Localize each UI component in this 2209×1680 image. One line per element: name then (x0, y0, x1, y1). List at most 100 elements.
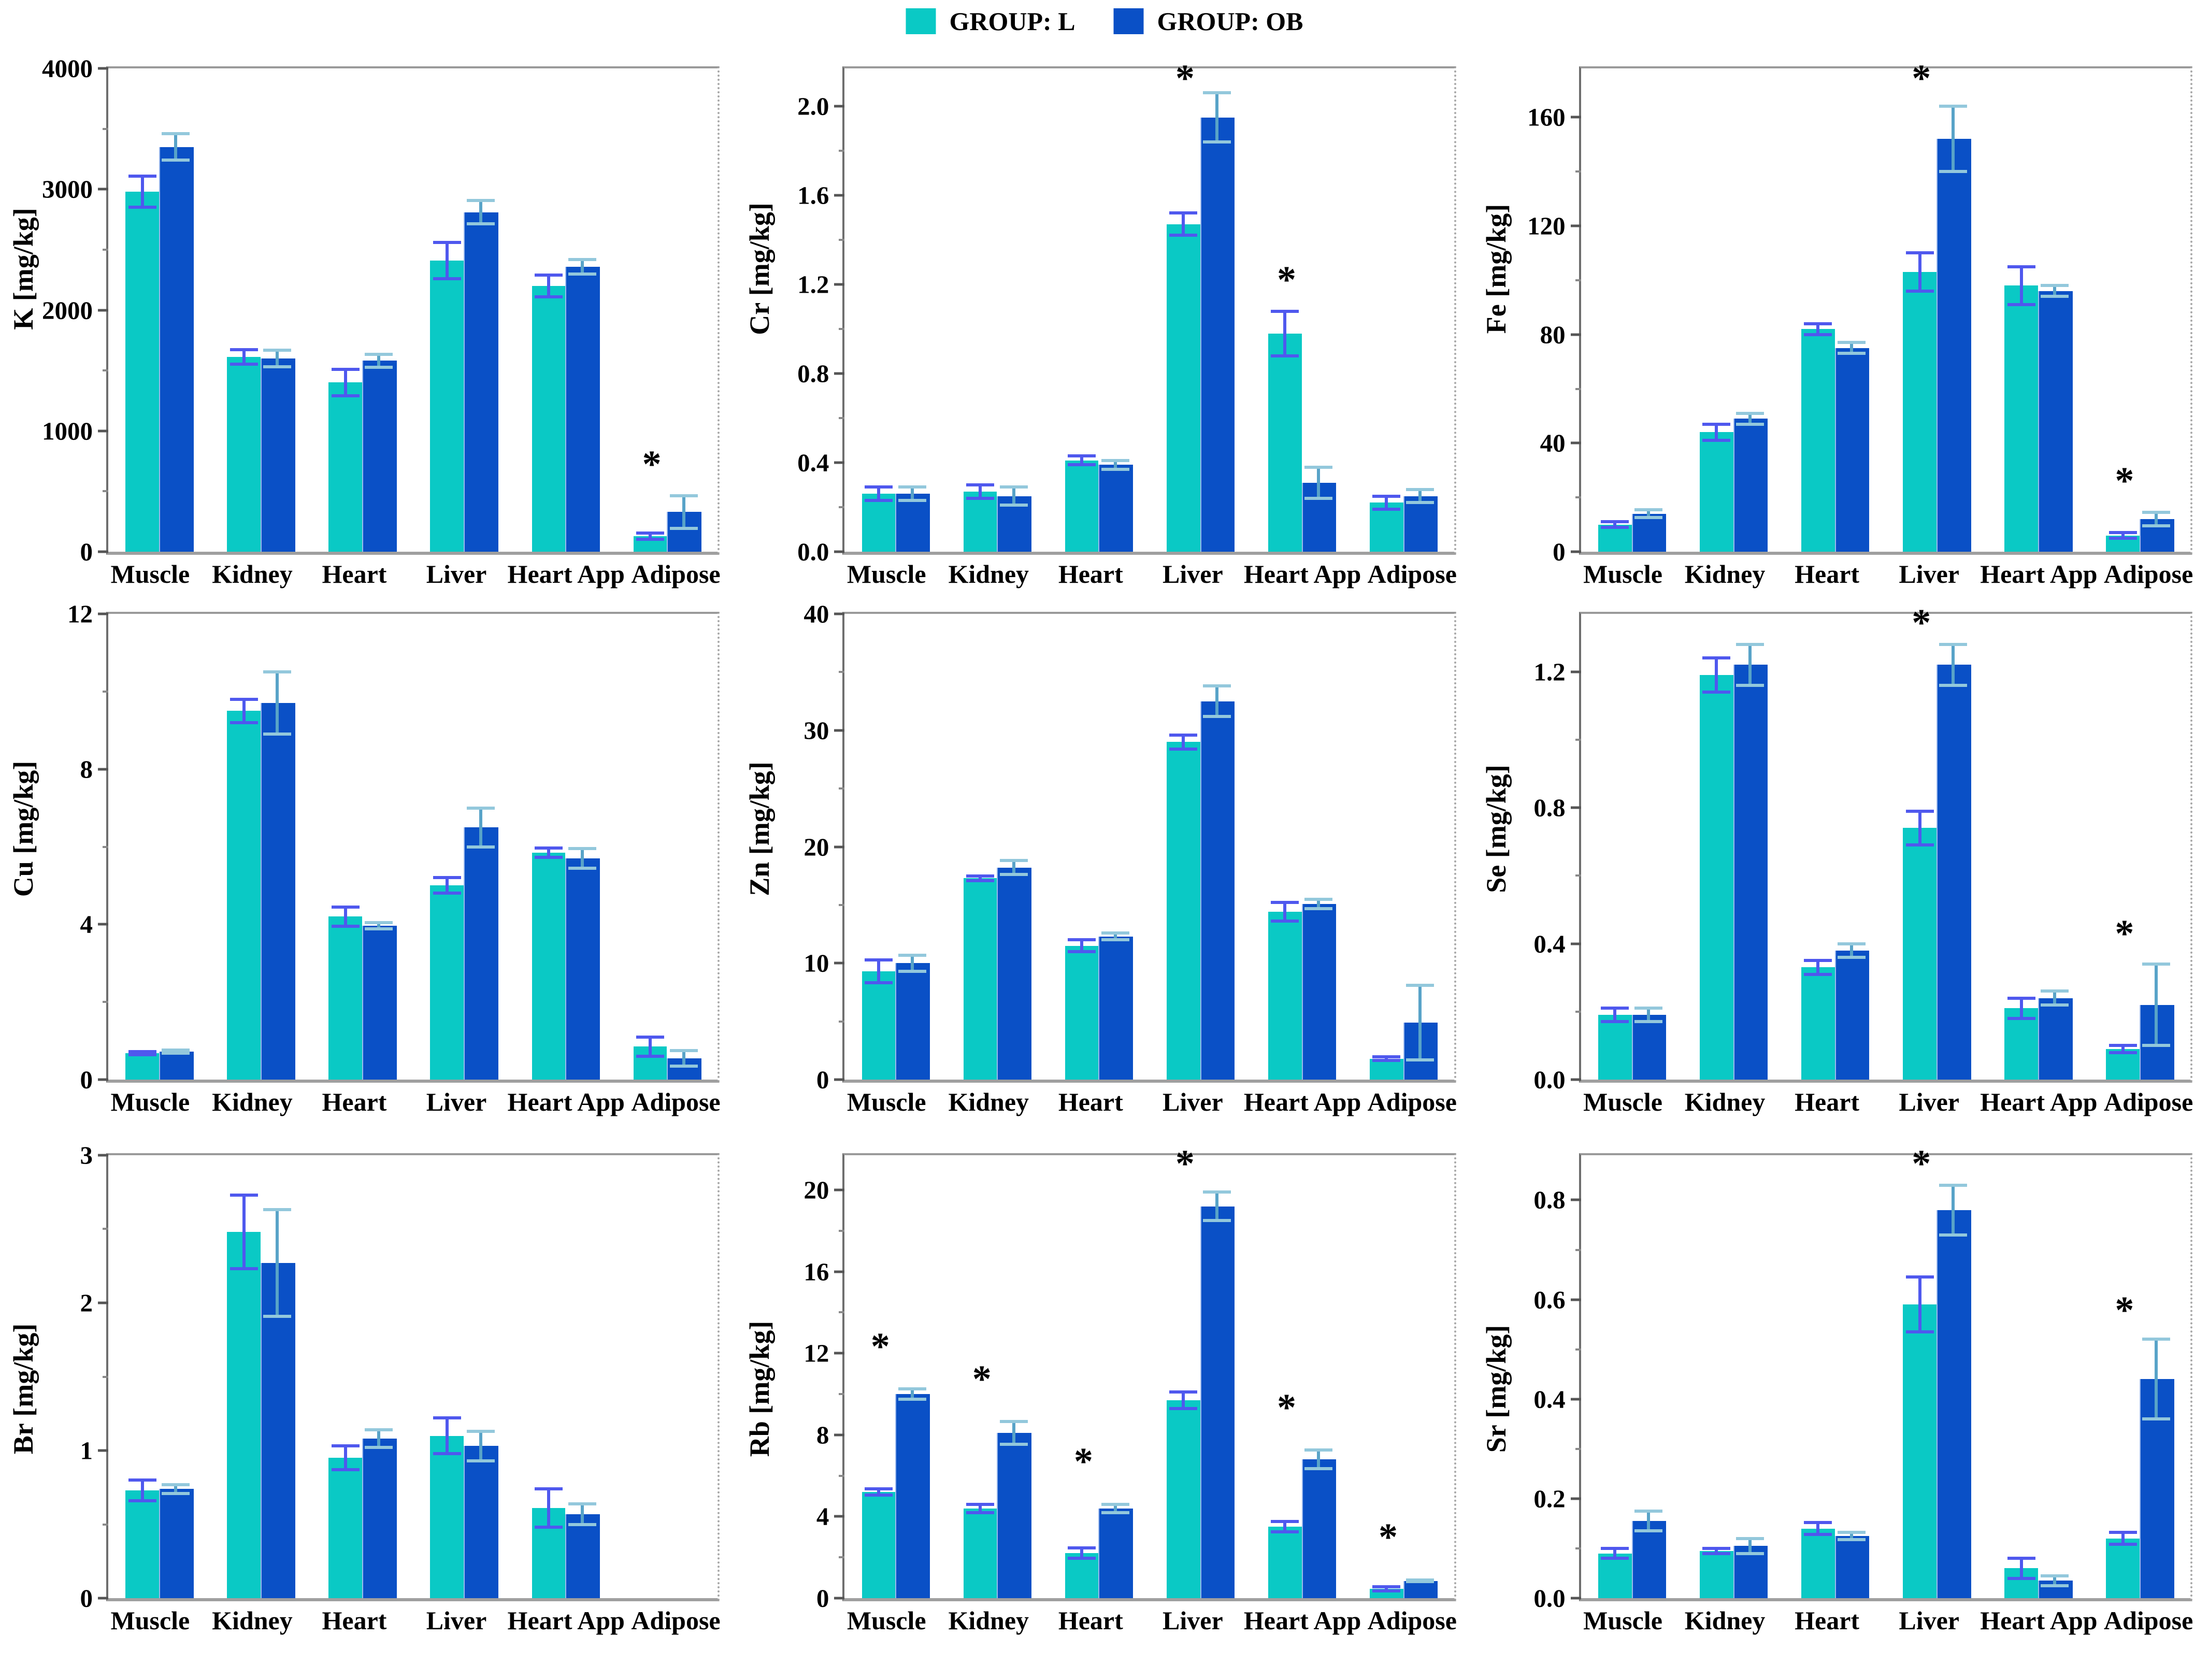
bar-group-ob-liver (464, 1446, 498, 1598)
error-bar-top-cap (1601, 1007, 1629, 1010)
y-tick-mark (98, 309, 108, 311)
error-bar-bottom-cap (999, 1442, 1028, 1446)
error-bar-stem (1182, 1392, 1185, 1409)
error-bar-bottom-cap (1304, 496, 1332, 500)
error-bar-top-cap (534, 273, 563, 277)
bar-group-ob-adipose (1403, 496, 1438, 552)
y-minor-tick-mark (1575, 387, 1581, 390)
error-bar-bottom-cap (2108, 1543, 2137, 1546)
y-tick-mark (98, 1078, 108, 1081)
y-tick-label: 1 (80, 1436, 93, 1465)
y-tick-mark (1570, 942, 1581, 945)
y-tick-label: 1.2 (797, 270, 829, 299)
error-bar-bottom-cap (2142, 524, 2171, 528)
y-minor-tick-mark (1575, 1248, 1581, 1251)
bar-group-ob-liver (1936, 665, 1971, 1080)
error-bar-bottom-cap (999, 873, 1028, 877)
error-bar-bottom-cap (433, 277, 461, 280)
error-bar-bottom-cap (534, 1526, 563, 1529)
error-bar-top-cap (1905, 809, 1934, 813)
error-bar-bottom-cap (1702, 690, 1731, 694)
x-axis-labels: Muscle Kidney Heart Liver Heart App Adipose (1572, 1605, 2200, 1635)
error-bar-top-cap (1702, 422, 1731, 426)
error-bar-stem (1816, 1523, 1820, 1535)
x-tick-label-muscle: Muscle (1583, 1606, 1662, 1635)
error-bar-bottom-cap (1905, 1330, 1934, 1334)
error-bar-stem (1113, 932, 1117, 940)
error-bar-stem (1952, 1185, 1955, 1235)
error-bar-bottom-cap (966, 879, 995, 882)
error-bar-top-cap (263, 1208, 292, 1212)
bar-group-ob-muscle (1631, 513, 1667, 552)
x-tick-label-liver: Liver (1899, 1087, 1959, 1116)
error-bar-bottom-cap (1405, 1058, 1434, 1061)
error-bar-stem (343, 369, 347, 396)
x-tick-label-adipose: Adipose (1367, 1087, 1457, 1116)
x-tick-label-adipose: Adipose (2104, 1606, 2193, 1635)
error-bar-stem (1647, 1008, 1651, 1022)
error-bar-bottom-cap (1939, 683, 1968, 687)
error-bar-bottom-cap (1405, 1580, 1434, 1584)
bar-group-ob-liver (1936, 1210, 1971, 1598)
error-bar-bottom-cap (966, 496, 995, 500)
error-bar-top-cap (263, 348, 292, 352)
error-bar-top-cap (568, 1502, 596, 1505)
bar-group-ob-kidney (997, 867, 1032, 1080)
error-bar-top-cap (466, 199, 495, 203)
error-bar-bottom-cap (1736, 1552, 1765, 1555)
y-tick-mark (98, 550, 108, 553)
error-bar-bottom-cap (331, 394, 360, 398)
error-bar-top-cap (636, 531, 664, 535)
y-minor-tick-mark (839, 903, 845, 906)
y-tick-mark (834, 550, 845, 553)
bar-group-ob-kidney (261, 1263, 295, 1598)
error-bar-top-cap (1736, 411, 1765, 415)
error-bar-bottom-cap (1068, 463, 1096, 467)
error-bar-top-cap (1601, 1546, 1629, 1550)
error-bar-top-cap (1601, 520, 1629, 524)
error-bar-top-cap (229, 348, 258, 352)
error-bar-stem (140, 1480, 144, 1501)
error-bar-top-cap (433, 1416, 461, 1420)
error-bar-top-cap (331, 367, 360, 371)
error-bar-bottom-cap (162, 1052, 190, 1055)
bar-group-l-kidney (227, 711, 261, 1080)
y-tick-label: 0.0 (797, 537, 829, 566)
x-tick-label-heart: Heart (1058, 1087, 1123, 1116)
error-bar-bottom-cap (1601, 525, 1629, 529)
error-bar-top-cap (966, 874, 995, 878)
error-bar-top-cap (365, 352, 393, 356)
chart-panel-zn: Zn [mg/kg] 0 10 20 30 40 Muscle Kidney Heart Live… (736, 560, 1472, 1120)
chart-panel-br: Br [mg/kg] 0 1 2 3 Muscle Kidney Heart Liver Hear… (0, 1120, 736, 1680)
error-bar-top-cap (2041, 284, 2069, 288)
bar-group-l-liver (1903, 828, 1937, 1080)
error-bar-bottom-cap (1304, 907, 1332, 910)
x-tick-label-liver: Liver (1163, 559, 1223, 588)
error-bar-stem (1850, 1532, 1854, 1540)
error-bar-top-cap (1372, 1585, 1401, 1589)
error-bar-top-cap (1939, 1183, 1968, 1187)
error-bar-bottom-cap (2142, 1417, 2171, 1421)
error-bar-stem (2155, 512, 2158, 526)
bar-group-l-heart (1065, 945, 1099, 1080)
y-tick-mark (1570, 441, 1581, 444)
error-bar-top-cap (433, 876, 461, 880)
bar-group-l-heart (328, 1458, 363, 1598)
error-bar-top-cap (1202, 91, 1231, 95)
x-tick-label-heart-app: Heart App (507, 559, 625, 588)
error-bar-top-cap (433, 240, 461, 244)
significance-asterisk-kidney: * (972, 1358, 992, 1401)
error-bar-bottom-cap (365, 927, 393, 930)
x-tick-label-liver: Liver (1899, 1606, 1959, 1635)
bar-group-ob-muscle (895, 1394, 930, 1598)
y-tick-label: 0 (816, 1584, 829, 1613)
y-tick-label: 0.8 (1533, 1185, 1566, 1214)
error-bar-stem (1613, 522, 1617, 527)
bar-group-ob-muscle (159, 1489, 194, 1598)
error-bar-top-cap (1736, 643, 1765, 647)
bar-group-l-liver (1166, 1400, 1200, 1598)
error-bar-bottom-cap (534, 855, 563, 859)
x-tick-label-heart: Heart (322, 1087, 387, 1116)
y-minor-tick-mark (103, 1001, 108, 1003)
error-bar-top-cap (1405, 983, 1434, 987)
